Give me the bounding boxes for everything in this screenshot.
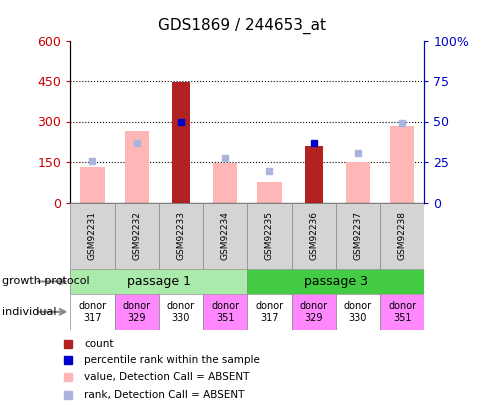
Text: donor
317: donor 317 — [255, 301, 283, 323]
Bar — [389, 126, 413, 202]
Bar — [291, 294, 335, 330]
Bar — [291, 202, 335, 269]
Text: passage 1: passage 1 — [127, 275, 190, 288]
Text: growth protocol: growth protocol — [2, 277, 90, 286]
Bar — [70, 269, 247, 294]
Bar — [379, 202, 424, 269]
Text: passage 3: passage 3 — [303, 275, 367, 288]
Bar — [257, 182, 281, 202]
Bar — [114, 202, 158, 269]
Text: percentile rank within the sample: percentile rank within the sample — [84, 355, 259, 365]
Text: GSM92231: GSM92231 — [88, 211, 97, 260]
Text: GSM92235: GSM92235 — [264, 211, 273, 260]
Bar — [114, 294, 158, 330]
Bar — [70, 202, 114, 269]
Text: rank, Detection Call = ABSENT: rank, Detection Call = ABSENT — [84, 390, 244, 399]
Text: GSM92233: GSM92233 — [176, 211, 185, 260]
Bar — [124, 131, 149, 202]
Bar — [247, 294, 291, 330]
Bar — [379, 294, 424, 330]
Text: GSM92232: GSM92232 — [132, 211, 141, 260]
Text: donor
317: donor 317 — [78, 301, 106, 323]
Text: donor
329: donor 329 — [299, 301, 327, 323]
Bar — [304, 146, 322, 202]
Text: donor
329: donor 329 — [122, 301, 151, 323]
Text: donor
330: donor 330 — [166, 301, 195, 323]
Text: value, Detection Call = ABSENT: value, Detection Call = ABSENT — [84, 371, 249, 382]
Text: GSM92237: GSM92237 — [353, 211, 362, 260]
Text: GSM92238: GSM92238 — [397, 211, 406, 260]
Bar — [158, 202, 203, 269]
Bar — [212, 162, 237, 202]
Bar — [70, 294, 114, 330]
Bar — [80, 167, 105, 202]
Bar — [335, 294, 379, 330]
Bar — [203, 294, 247, 330]
Text: GSM92234: GSM92234 — [220, 211, 229, 260]
Text: donor
351: donor 351 — [211, 301, 239, 323]
Bar — [247, 202, 291, 269]
Text: donor
351: donor 351 — [387, 301, 415, 323]
Text: count: count — [84, 339, 114, 349]
Bar — [345, 162, 369, 202]
Bar — [158, 294, 203, 330]
Bar — [172, 82, 189, 202]
Text: GSM92236: GSM92236 — [309, 211, 318, 260]
Bar — [247, 269, 424, 294]
Text: individual: individual — [2, 307, 57, 317]
Bar — [335, 202, 379, 269]
Bar — [203, 202, 247, 269]
Text: GDS1869 / 244653_at: GDS1869 / 244653_at — [158, 18, 326, 34]
Text: donor
330: donor 330 — [343, 301, 371, 323]
